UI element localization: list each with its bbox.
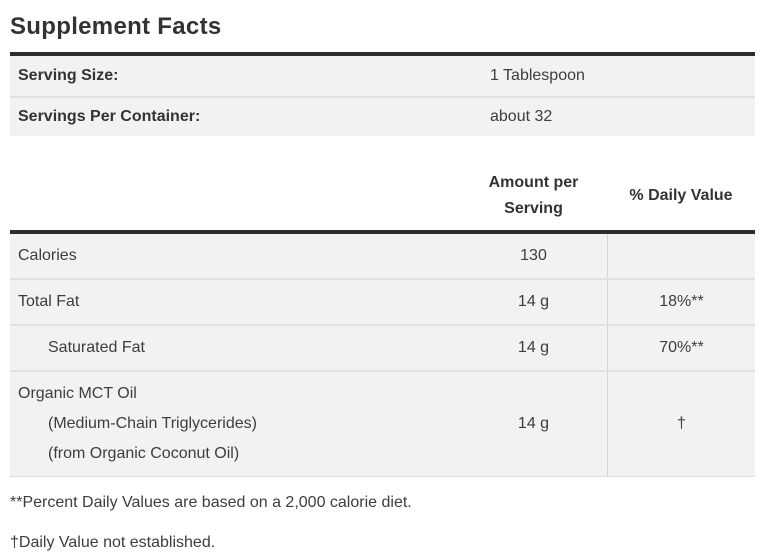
- serving-row: Servings Per Container: about 32: [10, 96, 755, 136]
- nutrient-name-cell: Saturated Fat: [10, 326, 460, 370]
- amount-cell: 14 g: [517, 339, 550, 356]
- header-thick-rule: [10, 230, 755, 234]
- daily-value-cell: †: [607, 372, 755, 476]
- nutrient-line: Total Fat: [18, 293, 80, 310]
- serving-row-label: Servings Per Container:: [18, 108, 201, 125]
- top-thick-rule: [10, 52, 755, 56]
- serving-row: Serving Size: 1 Tablespoon: [10, 56, 755, 96]
- fact-row: Saturated Fat 14 g 70%**: [10, 324, 755, 370]
- nutrient-line: (from Organic Coconut Oil): [48, 445, 240, 462]
- daily-value-header: % Daily Value: [629, 187, 733, 204]
- nutrient-line: Calories: [18, 247, 77, 264]
- nutrient-name-cell: Calories: [10, 234, 460, 278]
- daily-value-cell: 18%**: [607, 280, 755, 324]
- nutrient-name-cell: Total Fat: [10, 280, 460, 324]
- amount-per-serving-header: Amount per Serving: [488, 174, 579, 217]
- facts-table: Calories 130 Total Fat 14 g 18%** Satura…: [10, 234, 755, 477]
- serving-info-table: Serving Size: 1 Tablespoon Servings Per …: [10, 56, 755, 136]
- footnote-daily-values: **Percent Daily Values are based on a 2,…: [10, 494, 412, 511]
- serving-row-value: 1 Tablespoon: [490, 67, 585, 84]
- nutrient-line: Saturated Fat: [48, 339, 145, 356]
- nutrient-line: Organic MCT Oil: [18, 385, 137, 402]
- amount-cell: 130: [520, 247, 547, 264]
- amount-cell: 14 g: [517, 415, 550, 432]
- daily-value-cell: 70%**: [607, 326, 755, 370]
- serving-row-label: Serving Size:: [18, 67, 119, 84]
- footnote-dagger: †Daily Value not established.: [10, 534, 216, 551]
- amount-cell: 14 g: [517, 293, 550, 310]
- fact-row: Organic MCT Oil (Medium-Chain Triglycerid…: [10, 370, 755, 476]
- fact-row: Total Fat 14 g 18%**: [10, 278, 755, 324]
- page-title: Supplement Facts: [10, 13, 222, 40]
- serving-row-value: about 32: [490, 108, 553, 125]
- fact-row: Calories 130: [10, 234, 755, 278]
- facts-header-row: Amount per Serving % Daily Value: [10, 162, 755, 230]
- daily-value-cell: [607, 234, 755, 278]
- nutrient-name-cell: Organic MCT Oil (Medium-Chain Triglycerid…: [10, 372, 460, 476]
- nutrient-line: (Medium-Chain Triglycerides): [48, 415, 257, 432]
